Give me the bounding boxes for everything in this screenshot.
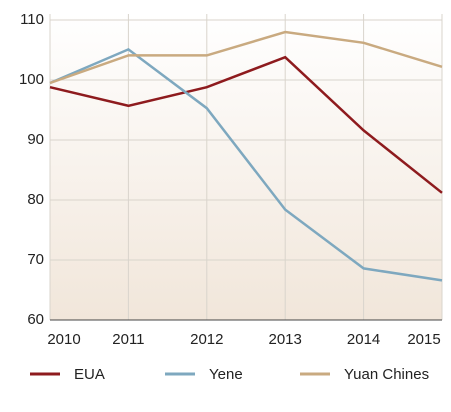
y-tick-label: 90 (27, 131, 44, 148)
x-tick-label: 2015 (407, 331, 440, 348)
x-tick-label: 2014 (347, 331, 380, 348)
y-tick-label: 110 (20, 11, 44, 28)
y-tick-label: 70 (27, 251, 44, 268)
x-tick-label: 2013 (269, 331, 302, 348)
plot-background (50, 14, 442, 320)
series-line (49, 55, 443, 194)
legend-label: Yuan Chines (344, 366, 429, 383)
y-tick-label: 100 (19, 71, 44, 88)
y-tick-label: 60 (27, 311, 44, 328)
x-tick-label: 2010 (47, 331, 80, 348)
series-line (49, 47, 443, 282)
x-tick-label: 2011 (112, 331, 144, 348)
x-tick-label: 2012 (190, 331, 223, 348)
series-line (49, 30, 443, 85)
y-tick-label: 80 (27, 191, 44, 208)
legend-label: EUA (74, 366, 105, 383)
legend-label: Yene (209, 366, 243, 383)
